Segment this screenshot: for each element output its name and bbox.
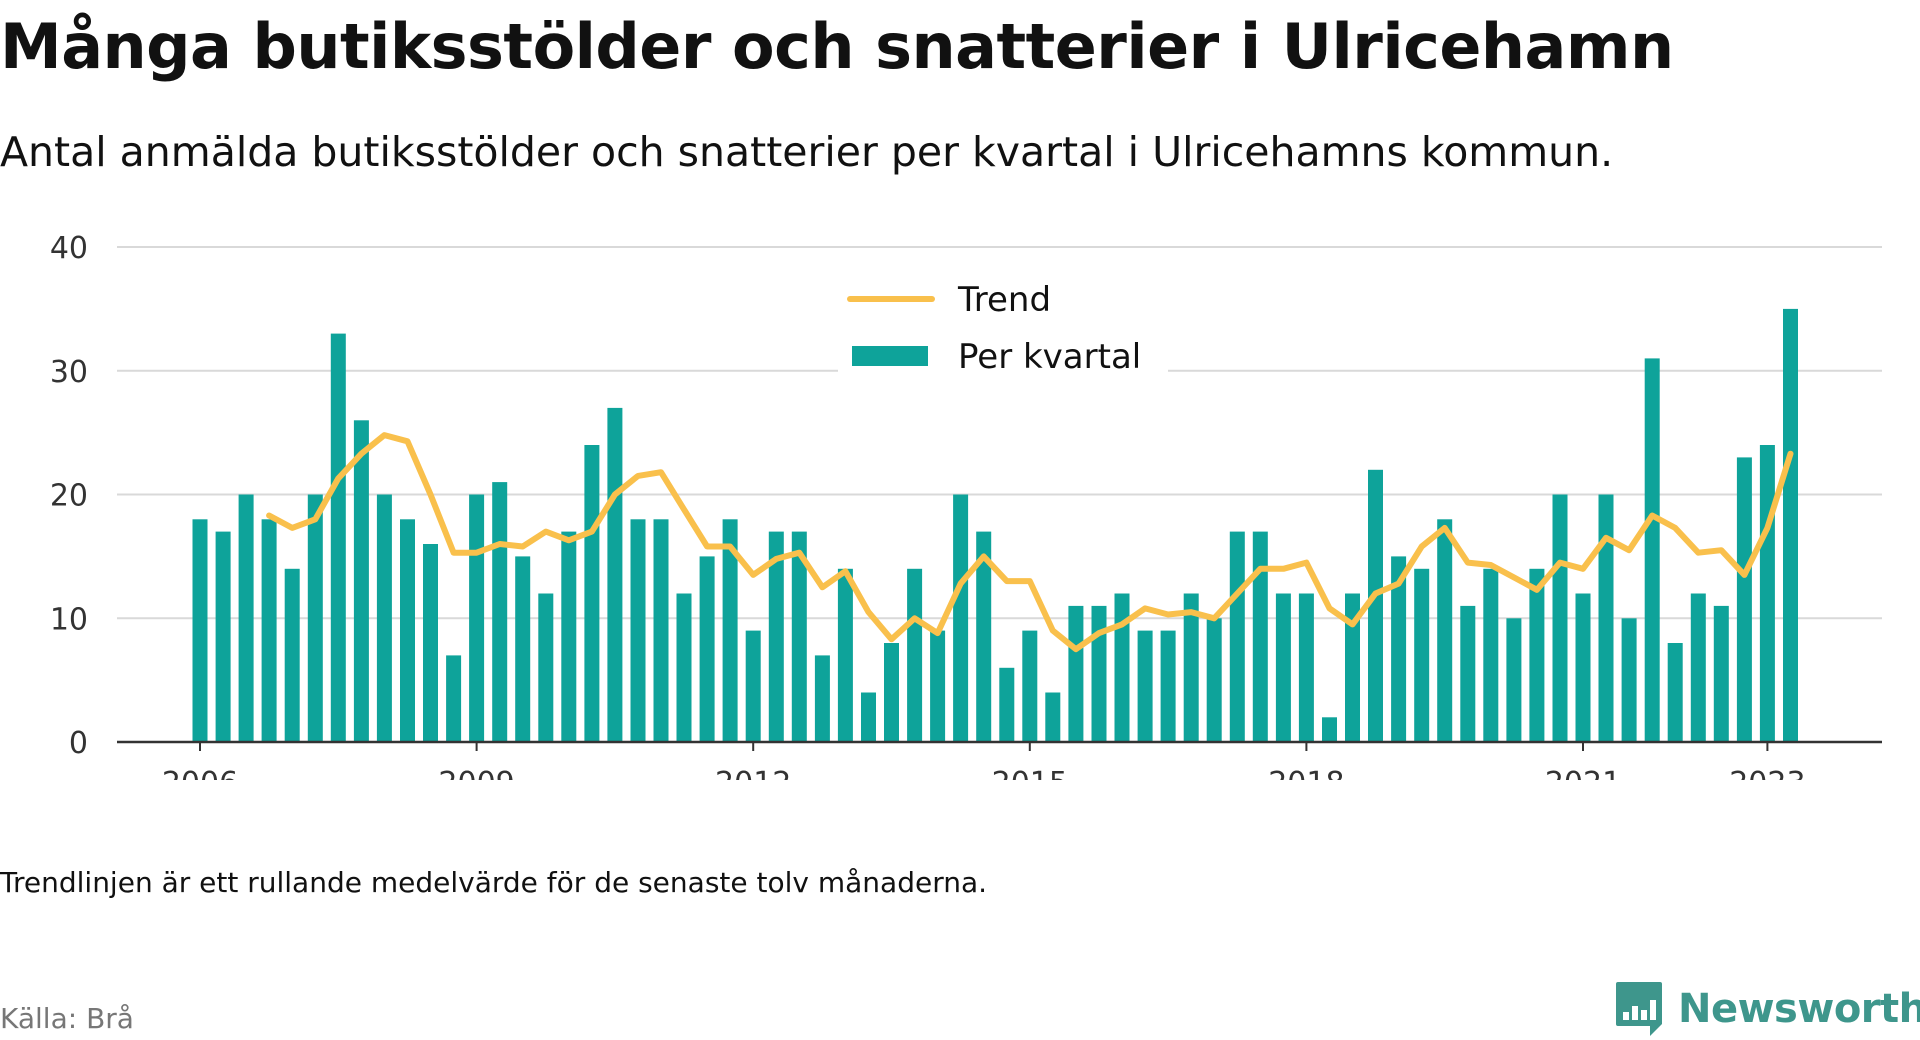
bar — [284, 568, 300, 743]
bar — [238, 494, 254, 742]
bar — [538, 593, 554, 742]
bar — [953, 494, 969, 742]
y-tick-label: 20 — [50, 479, 88, 514]
bar — [1506, 618, 1522, 743]
bar — [861, 692, 876, 742]
chart-title: Många butiksstölder och snatterier i Ulr… — [0, 10, 1674, 83]
bar — [1022, 630, 1038, 742]
bar — [653, 519, 669, 743]
y-tick-label: 10 — [50, 602, 88, 637]
bar — [1298, 593, 1314, 742]
x-tick-label: 2015 — [992, 766, 1068, 780]
bar — [1783, 308, 1798, 742]
legend-background — [838, 260, 1168, 390]
bar — [814, 655, 830, 742]
bar — [676, 593, 692, 742]
y-tick-label: 40 — [50, 231, 88, 266]
bar — [192, 519, 208, 743]
bar — [515, 556, 531, 742]
bar — [791, 531, 807, 742]
bar — [1322, 717, 1337, 743]
bar — [1206, 618, 1222, 743]
bar — [1713, 605, 1729, 742]
bar — [307, 494, 323, 742]
bar — [630, 519, 646, 743]
bar — [1667, 643, 1683, 742]
bar — [400, 519, 415, 743]
bar — [1437, 519, 1453, 743]
x-tick-label: 2012 — [715, 766, 791, 780]
bar — [261, 519, 277, 743]
bar — [423, 544, 438, 742]
brand-logo: Newsworthy — [1614, 980, 1920, 1038]
bar — [1137, 630, 1153, 742]
bar — [930, 630, 946, 742]
bar — [745, 630, 761, 742]
brand-name: Newsworthy — [1678, 986, 1920, 1032]
bar — [1575, 593, 1591, 742]
legend: Trend Per kvartal — [838, 260, 1168, 390]
x-axis-ticks: 2006 2009 2012 2015 2018 2021 2023 — [162, 742, 1806, 780]
bar — [999, 667, 1015, 743]
bar — [584, 445, 600, 742]
bar — [1183, 593, 1199, 742]
bar — [1091, 605, 1107, 742]
bar — [1644, 358, 1660, 742]
bar — [1598, 494, 1614, 742]
y-tick-label: 30 — [50, 355, 88, 390]
x-tick-label: 2023 — [1729, 766, 1805, 780]
bar — [1275, 593, 1291, 742]
bar — [1736, 457, 1752, 742]
legend-bar-label: Per kvartal — [958, 337, 1141, 377]
chart-subtitle: Antal anmälda butiksstölder och snatteri… — [0, 128, 1614, 176]
x-tick-label: 2009 — [438, 766, 514, 780]
bar-line-chart: 0 10 20 30 40 2006 2009 2012 2015 2018 2021 2023 T… — [50, 231, 1882, 780]
x-tick-label: 2006 — [162, 766, 238, 780]
legend-trend-label: Trend — [957, 280, 1051, 320]
bar — [607, 407, 623, 742]
bar — [1391, 556, 1407, 742]
bar — [1621, 618, 1637, 743]
bar — [492, 482, 508, 742]
bar — [1529, 568, 1545, 743]
trend-line — [266, 432, 1794, 653]
bar — [1759, 445, 1775, 742]
bar — [1460, 605, 1476, 742]
bar — [768, 531, 784, 742]
bar — [1690, 593, 1706, 742]
trend-note: Trendlinjen är ett rullande medelvärde f… — [0, 866, 988, 899]
bar — [1045, 692, 1061, 742]
legend-bar-swatch — [852, 346, 928, 366]
bar — [1229, 531, 1245, 742]
bars-per-kvartal — [192, 308, 1798, 743]
bar — [1552, 494, 1568, 742]
bar — [446, 655, 462, 742]
bar — [1368, 469, 1383, 743]
source: Källa: Brå — [0, 1002, 134, 1035]
y-tick-label: 0 — [69, 726, 88, 761]
y-axis-ticks: 0 10 20 30 40 — [50, 231, 88, 761]
bar — [1160, 630, 1176, 742]
bar — [699, 556, 715, 742]
bar — [1114, 593, 1130, 742]
bar — [1252, 531, 1268, 742]
bar — [1414, 568, 1430, 743]
x-tick-label: 2018 — [1268, 766, 1344, 780]
bar — [1345, 593, 1360, 742]
bar — [469, 494, 485, 742]
bar — [976, 531, 992, 742]
bar — [722, 519, 738, 743]
x-tick-label: 2021 — [1545, 766, 1621, 780]
bar — [1483, 568, 1499, 743]
bar — [215, 531, 231, 742]
bar — [353, 420, 369, 743]
bar — [561, 531, 577, 742]
bar — [376, 494, 392, 742]
bar — [884, 643, 899, 742]
newsworthy-logo-icon — [1616, 982, 1662, 1036]
bar — [1068, 605, 1084, 742]
bar — [330, 333, 346, 742]
bar — [907, 568, 923, 743]
bar — [837, 568, 853, 743]
